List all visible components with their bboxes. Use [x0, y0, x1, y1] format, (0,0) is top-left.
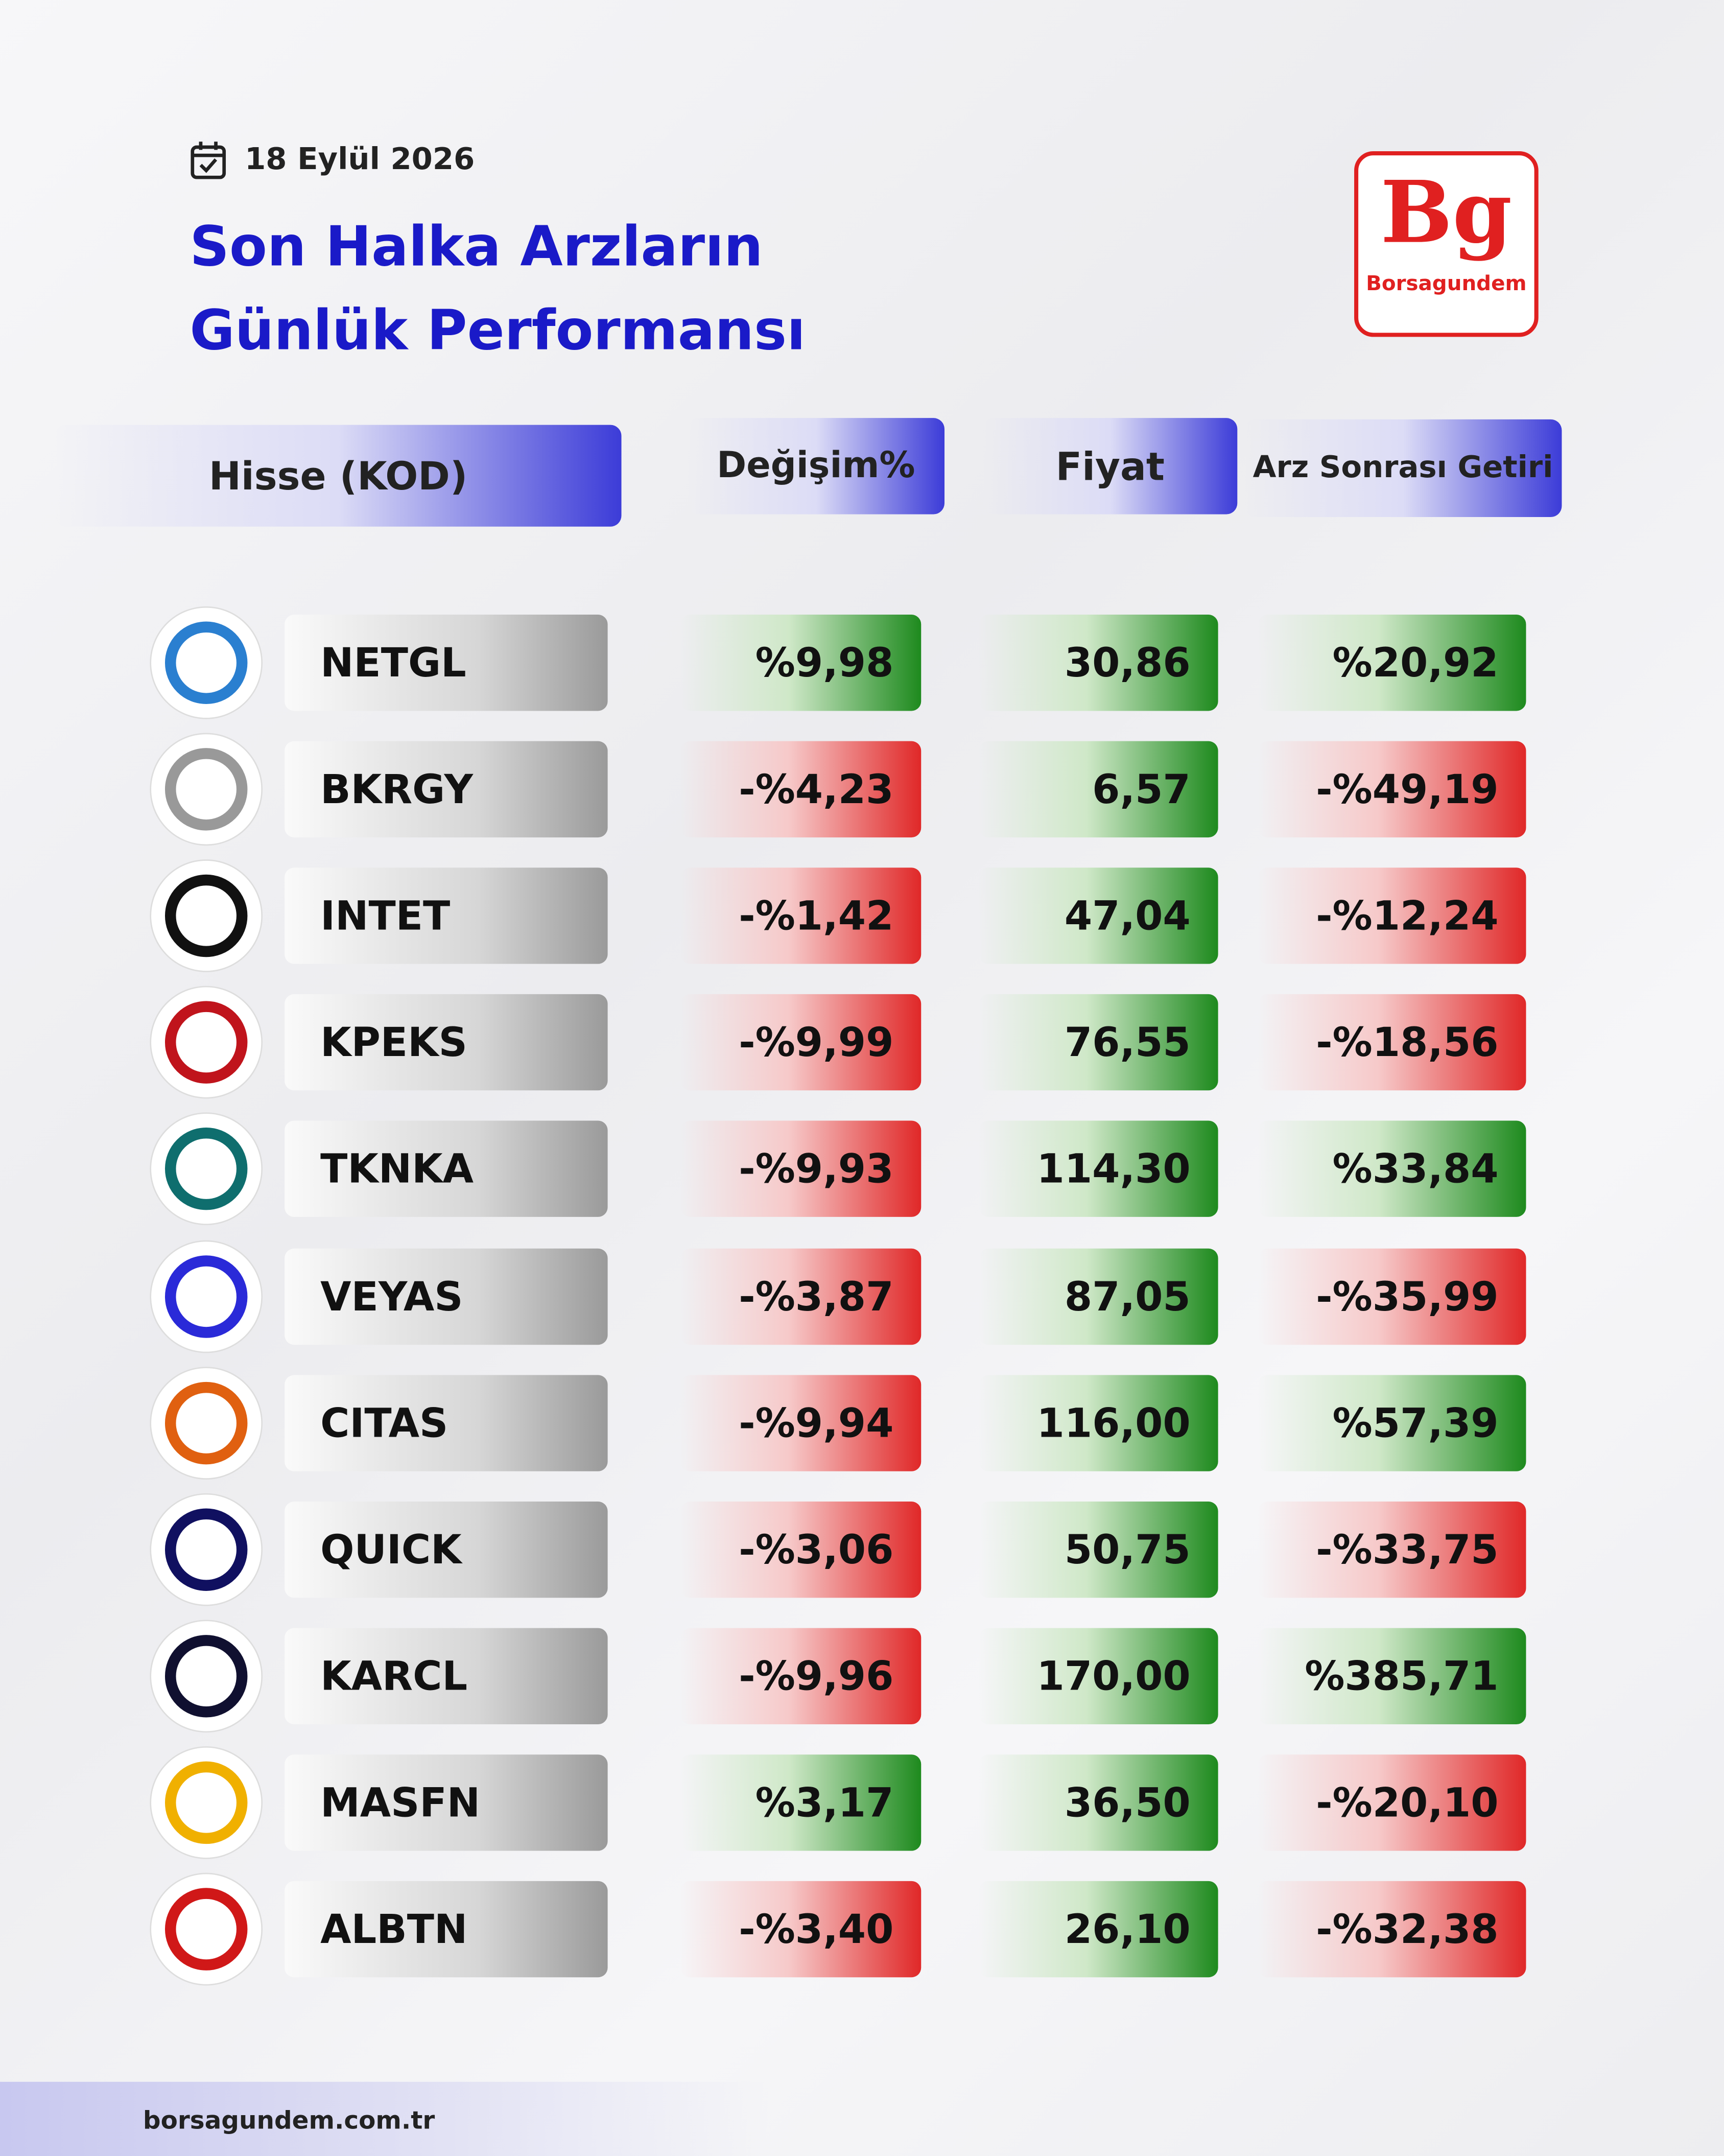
stock-logo [151, 1367, 262, 1478]
logo-icon [164, 1128, 248, 1211]
value-cell: %385,71 [1258, 1628, 1526, 1724]
calendar-icon [191, 142, 226, 179]
column-header: Fiyat [983, 418, 1238, 514]
logo-icon [164, 1254, 248, 1338]
stock-code: CITAS [285, 1374, 608, 1471]
logo-icon [164, 1381, 248, 1464]
value-cell: %57,39 [1258, 1374, 1526, 1471]
value-cell: -%1,42 [680, 868, 922, 965]
stock-logo [151, 988, 262, 1098]
brand-name: Borsagundem [1366, 271, 1527, 296]
stock-logo [151, 861, 262, 971]
value-cell: -%12,24 [1258, 868, 1526, 965]
stock-logo [151, 1747, 262, 1858]
value-cell: %3,17 [680, 1754, 922, 1851]
value-cell: -%9,94 [680, 1374, 922, 1471]
title: Günlük Performansı [190, 299, 806, 363]
stock-code: INTET [285, 868, 608, 965]
value-cell: -%35,99 [1258, 1248, 1526, 1344]
value-cell: %33,84 [1258, 1121, 1526, 1217]
value-cell: %9,98 [680, 615, 922, 711]
logo-icon [164, 1508, 248, 1591]
stock-code: TKNKA [285, 1121, 608, 1217]
value-cell: 50,75 [979, 1501, 1218, 1598]
brand-logo: Bg Borsagundem [1354, 151, 1539, 337]
value-cell: %20,92 [1258, 615, 1526, 711]
stock-logo [151, 1114, 262, 1225]
value-cell: -%9,93 [680, 1121, 922, 1217]
stock-code: KPEKS [285, 994, 608, 1091]
value-cell: 36,50 [979, 1754, 1218, 1851]
value-cell: 47,04 [979, 868, 1218, 965]
value-cell: -%18,56 [1258, 994, 1526, 1091]
value-cell: -%3,06 [680, 1501, 922, 1598]
stock-code: VEYAS [285, 1248, 608, 1344]
value-cell: -%3,87 [680, 1248, 922, 1344]
value-cell: 6,57 [979, 741, 1218, 838]
value-cell: 87,05 [979, 1248, 1218, 1344]
column-header: Değişim% [687, 418, 944, 514]
value-cell: -%3,40 [680, 1881, 922, 1978]
stock-code: NETGL [285, 615, 608, 711]
stock-logo [151, 1874, 262, 1984]
title: Son Halka Arzların [190, 216, 763, 279]
value-cell: -%20,10 [1258, 1754, 1526, 1851]
logo-icon [164, 1001, 248, 1084]
value-cell: -%33,75 [1258, 1501, 1526, 1598]
logo-icon [164, 1888, 248, 1971]
logo-icon [164, 1634, 248, 1718]
column-header: Hisse (KOD) [55, 425, 622, 527]
value-cell: 26,10 [979, 1881, 1218, 1978]
stock-logo [151, 1494, 262, 1605]
value-cell: 30,86 [979, 615, 1218, 711]
stock-logo [151, 734, 262, 845]
footer-band [0, 2081, 770, 2156]
footer-site: borsagundem.com.tr [143, 2106, 435, 2136]
stock-logo [151, 607, 262, 718]
stock-code: KARCL [285, 1628, 608, 1724]
brand-mark: Bg [1380, 162, 1513, 263]
stock-code: BKRGY [285, 741, 608, 838]
column-header: Arz Sonrası Getiri [1244, 419, 1562, 517]
date: 18 Eylül 2026 [245, 143, 475, 178]
value-cell: 170,00 [979, 1628, 1218, 1724]
logo-icon [164, 748, 248, 831]
stock-code: ALBTN [285, 1881, 608, 1978]
value-cell: -%9,99 [680, 994, 922, 1091]
value-cell: -%4,23 [680, 741, 922, 838]
value-cell: 116,00 [979, 1374, 1218, 1471]
value-cell: -%9,96 [680, 1628, 922, 1724]
value-cell: 114,30 [979, 1121, 1218, 1217]
value-cell: -%32,38 [1258, 1881, 1526, 1978]
value-cell: 76,55 [979, 994, 1218, 1091]
logo-icon [164, 1761, 248, 1844]
logo-icon [164, 621, 248, 704]
stock-code: MASFN [285, 1754, 608, 1851]
stock-code: QUICK [285, 1501, 608, 1598]
stock-logo [151, 1240, 262, 1351]
value-cell: -%49,19 [1258, 741, 1526, 838]
logo-icon [164, 875, 248, 957]
stock-logo [151, 1621, 262, 1731]
